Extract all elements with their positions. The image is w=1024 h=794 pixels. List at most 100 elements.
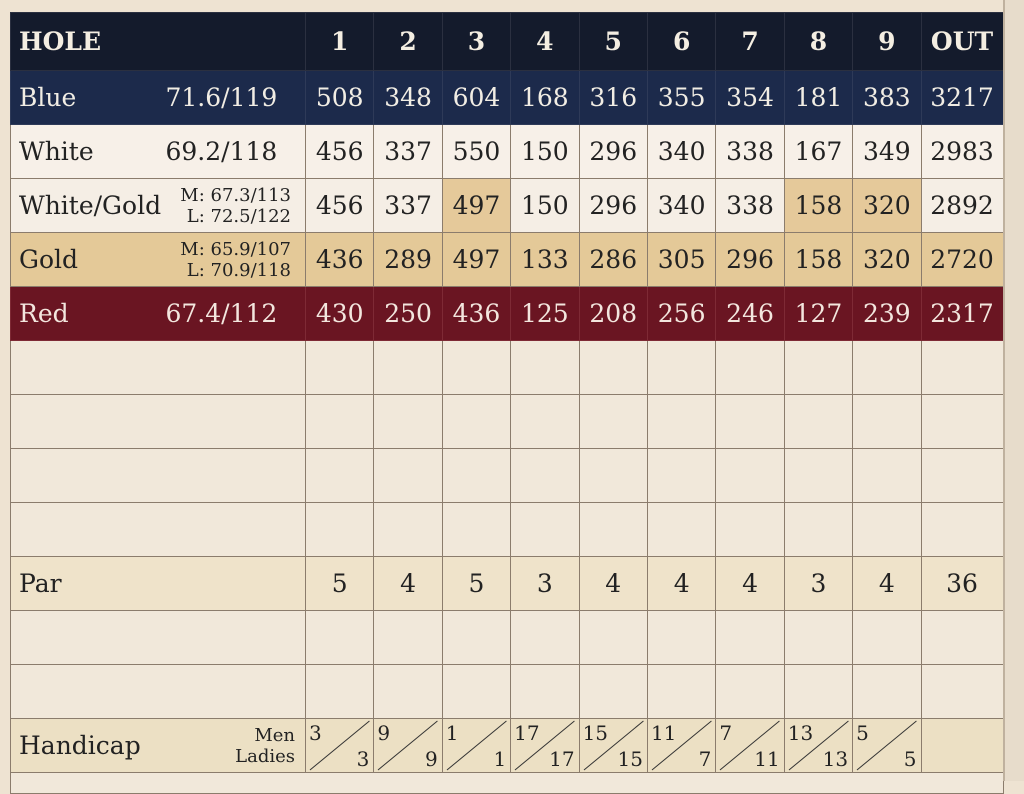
score-cell[interactable] xyxy=(920,394,1004,449)
score-cell[interactable] xyxy=(715,394,785,449)
rating-men: M: 67.3/113 xyxy=(180,184,291,206)
score-row xyxy=(10,664,1004,719)
yardage: 338 xyxy=(715,124,785,179)
score-cell[interactable] xyxy=(304,664,375,719)
score-cell[interactable] xyxy=(715,502,785,557)
men-label: Men xyxy=(254,724,295,746)
score-cell[interactable] xyxy=(852,448,922,503)
score-cell[interactable] xyxy=(578,340,648,395)
score-cell[interactable] xyxy=(920,448,1004,503)
player-name-cell[interactable] xyxy=(10,394,306,449)
score-cell[interactable] xyxy=(920,502,1004,557)
score-cell[interactable] xyxy=(920,610,1004,665)
score-cell[interactable] xyxy=(510,610,580,665)
score-cell[interactable] xyxy=(441,394,512,449)
score-cell[interactable] xyxy=(510,340,580,395)
handicap-ladies: 3 xyxy=(356,747,370,771)
tee-rating: M: 67.3/113 L: 72.5/122 xyxy=(165,178,306,233)
player-name-cell[interactable] xyxy=(10,448,306,503)
score-cell[interactable] xyxy=(578,502,648,557)
score-cell[interactable] xyxy=(783,502,854,557)
score-cell[interactable] xyxy=(510,394,580,449)
score-cell[interactable] xyxy=(578,610,648,665)
yardage: 550 xyxy=(441,124,512,179)
score-cell[interactable] xyxy=(783,340,854,395)
score-cell[interactable] xyxy=(373,394,443,449)
score-cell[interactable] xyxy=(646,610,717,665)
diagonal-divider xyxy=(583,720,644,771)
hole-number: 9 xyxy=(852,12,922,71)
score-cell[interactable] xyxy=(783,610,854,665)
tee-rating: M: 65.9/107 L: 70.9/118 xyxy=(165,232,306,287)
score-cell[interactable] xyxy=(783,394,854,449)
handicap-cell: 17 17 xyxy=(510,718,580,773)
score-row xyxy=(10,394,1004,449)
handicap-ladies: 11 xyxy=(754,747,780,771)
score-cell[interactable] xyxy=(304,610,375,665)
score-cell[interactable] xyxy=(304,448,375,503)
tee-name: White xyxy=(10,124,166,179)
score-cell[interactable] xyxy=(373,664,443,719)
score-cell[interactable] xyxy=(373,448,443,503)
handicap-men: 11 xyxy=(650,721,677,745)
score-cell[interactable] xyxy=(441,340,512,395)
score-cell[interactable] xyxy=(304,502,375,557)
score-cell[interactable] xyxy=(852,394,922,449)
player-name-cell[interactable] xyxy=(10,610,306,665)
handicap-ladies: 1 xyxy=(493,747,507,771)
yardage: 349 xyxy=(852,124,922,179)
yardage: 296 xyxy=(578,124,648,179)
score-cell[interactable] xyxy=(441,502,512,557)
player-name-cell[interactable] xyxy=(10,664,306,719)
score-cell[interactable] xyxy=(510,448,580,503)
handicap-men: 17 xyxy=(514,721,540,745)
score-cell[interactable] xyxy=(646,448,717,503)
score-cell[interactable] xyxy=(578,664,648,719)
diagonal-divider xyxy=(309,720,370,771)
score-cell[interactable] xyxy=(510,502,580,557)
score-cell[interactable] xyxy=(510,664,580,719)
hole-number: 8 xyxy=(783,12,854,71)
card-edge xyxy=(1003,0,1024,781)
score-cell[interactable] xyxy=(441,448,512,503)
yardage: 436 xyxy=(441,286,512,341)
out-yardage: 2983 xyxy=(920,124,1004,179)
score-cell[interactable] xyxy=(578,394,648,449)
player-name-cell[interactable] xyxy=(10,502,306,557)
score-cell[interactable] xyxy=(852,664,922,719)
score-cell[interactable] xyxy=(373,502,443,557)
score-cell[interactable] xyxy=(920,340,1004,395)
score-cell[interactable] xyxy=(441,664,512,719)
score-cell[interactable] xyxy=(304,340,375,395)
score-cell[interactable] xyxy=(715,340,785,395)
score-cell[interactable] xyxy=(783,664,854,719)
score-cell[interactable] xyxy=(852,610,922,665)
score-cell[interactable] xyxy=(715,664,785,719)
score-cell[interactable] xyxy=(373,610,443,665)
score-cell[interactable] xyxy=(441,610,512,665)
handicap-row: Handicap Men Ladies 3 3 9 9 1 1 17 17 15 15 11 7 7 11 13 1… xyxy=(10,718,1004,773)
handicap-cell: 11 7 xyxy=(646,718,717,773)
yardage: 289 xyxy=(373,232,443,287)
yardage: 246 xyxy=(715,286,785,341)
score-cell[interactable] xyxy=(373,340,443,395)
handicap-cell: 15 15 xyxy=(578,718,648,773)
par-value: 3 xyxy=(510,556,580,611)
score-cell[interactable] xyxy=(578,448,648,503)
score-cell[interactable] xyxy=(783,448,854,503)
score-cell[interactable] xyxy=(852,340,922,395)
score-cell[interactable] xyxy=(852,502,922,557)
score-cell[interactable] xyxy=(920,664,1004,719)
score-cell[interactable] xyxy=(646,502,717,557)
yardage: 133 xyxy=(510,232,580,287)
score-cell[interactable] xyxy=(715,448,785,503)
tee-rating: 71.6/119 xyxy=(165,70,306,125)
player-name-cell[interactable] xyxy=(10,340,306,395)
diagonal-divider xyxy=(788,720,849,771)
par-value: 3 xyxy=(783,556,854,611)
score-cell[interactable] xyxy=(646,664,717,719)
score-cell[interactable] xyxy=(715,610,785,665)
score-cell[interactable] xyxy=(646,394,717,449)
score-cell[interactable] xyxy=(646,340,717,395)
score-cell[interactable] xyxy=(304,394,375,449)
